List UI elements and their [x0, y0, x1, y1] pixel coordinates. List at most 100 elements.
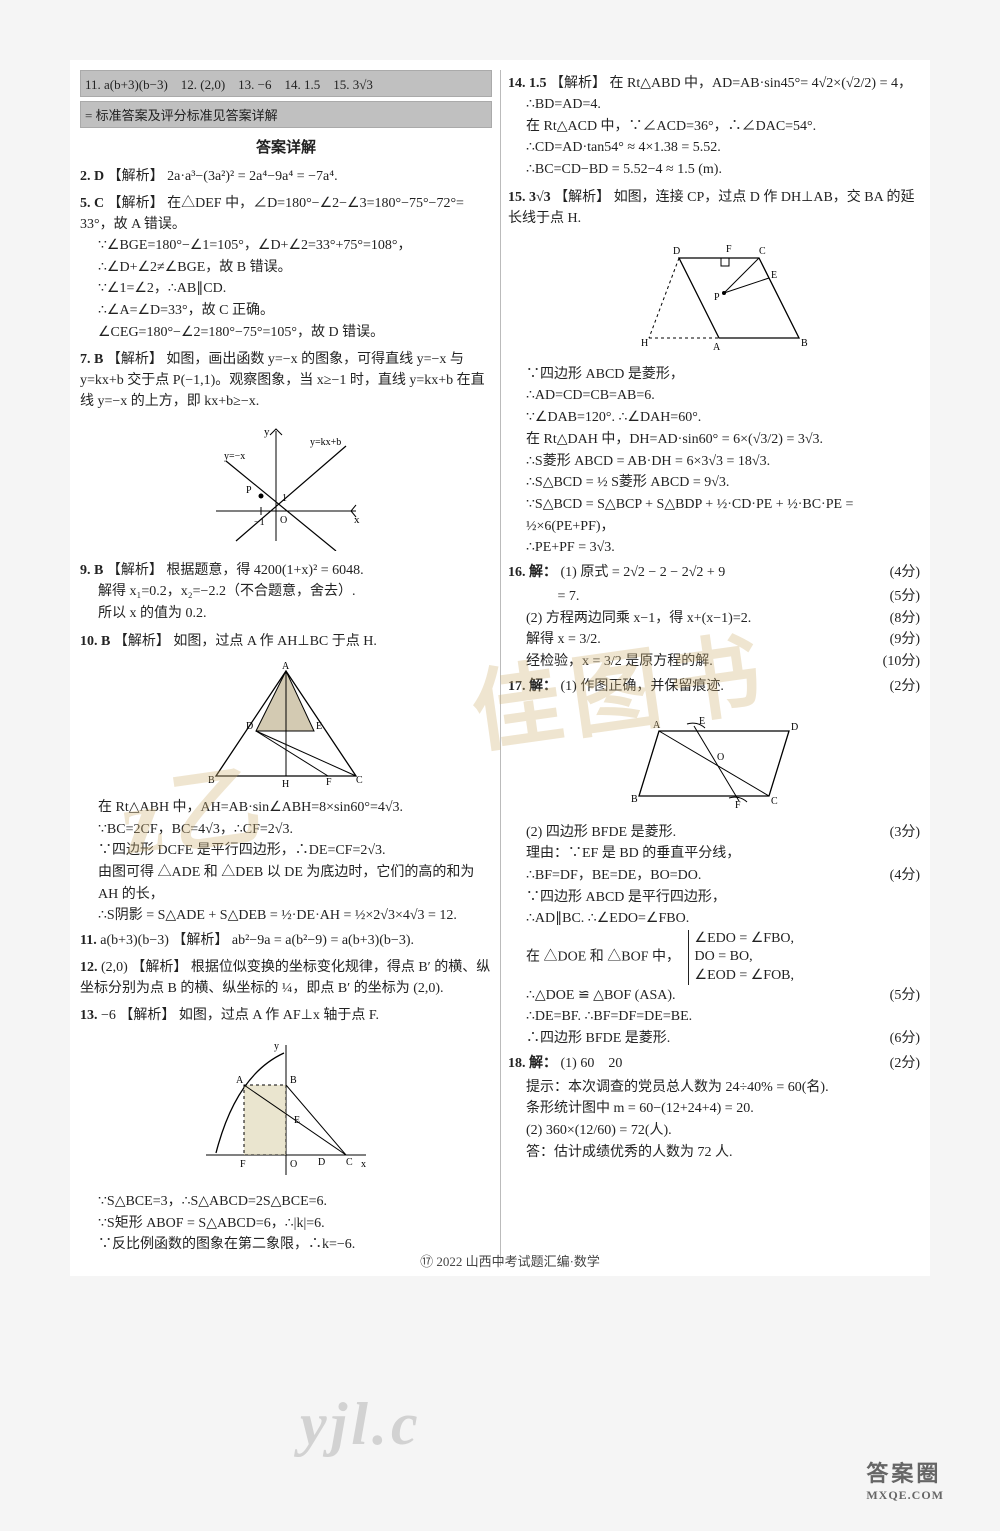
q12-num: 12. [80, 960, 98, 975]
q2: 2. D 【解析】 2a·a³−(3a²)² = 2a⁴−9a⁴ = −7a⁴. [80, 166, 492, 187]
svg-text:y: y [264, 426, 270, 438]
q10-l5: 由图可得 △ADE 和 △DEB 以 DE 为底边时，它们的高的和为 AH 的长… [98, 862, 492, 905]
q7-num: 7. B [80, 352, 103, 367]
q15-l7: ∴S△BCD = ½ S菱形 ABCD = 9√3. [526, 472, 920, 494]
svg-text:A: A [236, 1075, 244, 1086]
svg-text:x: x [361, 1159, 366, 1170]
column-divider [500, 70, 501, 1266]
q15-l8: ∵S△BCD = S△BCP + S△BDP + ½·CD·PE + ½·BC·… [526, 494, 920, 537]
q17-num: 17. 解： [508, 679, 557, 694]
q13-num: 13. [80, 1008, 98, 1023]
q5-l5: ∴∠A=∠D=33°，故 C 正确。 [98, 300, 492, 322]
q10: 10. B 【解析】 如图，过点 A 作 AH⊥BC 于点 H. [80, 631, 492, 652]
q17-l10: ∴四边形 BFDE 是菱形. [526, 1031, 670, 1046]
q16-s1: (4分) [890, 562, 920, 583]
q18: 18. 解： (1) 60 20 (2分) [508, 1053, 920, 1074]
q17-brace-0: ∠EDO = ∠FBO, [695, 930, 795, 948]
q9-l3: 所以 x 的值为 0.2. [98, 603, 492, 625]
q17-l3: 理由：∵EF 是 BD 的垂直平分线， [526, 843, 920, 865]
q18-num: 18. 解： [508, 1056, 557, 1071]
q12-tag: 【解析】 [131, 960, 187, 975]
svg-text:x: x [354, 514, 360, 526]
svg-text:F: F [326, 777, 332, 788]
svg-text:E: E [699, 716, 705, 727]
corner-brand: 答案圈 MXQE.COM [866, 1456, 944, 1503]
svg-text:C: C [356, 775, 363, 786]
q13-l1: 如图，过点 A 作 AF⊥x 轴于点 F. [179, 1008, 379, 1023]
q14-l4: ∴CD=AD·tan54° ≈ 4×1.38 = 5.52. [526, 137, 920, 159]
footer-circle: ⑰ [420, 1254, 433, 1269]
q16-s3: (8分) [890, 608, 920, 630]
q11: 11. a(b+3)(b−3) 【解析】 ab²−9a = a(b²−9) = … [80, 930, 492, 951]
q17-brace: ∠EDO = ∠FBO, DO = BO, ∠EOD = ∠FOB, [688, 930, 795, 985]
q15-l4: ∵∠DAB=120°. ∴∠DAH=60°. [526, 407, 920, 429]
q17-s1: (2分) [890, 676, 920, 697]
q16-l4: 解得 x = 3/2. [526, 632, 601, 647]
q11-ans: a(b+3)(b−3) [100, 933, 169, 948]
q7: 7. B 【解析】 如图，画出函数 y=−x 的图象，可得直线 y=−x 与 y… [80, 349, 492, 412]
q16: 16. 解： (1) 原式 = 2√2 − 2 − 2√2 + 9 (4分) [508, 562, 920, 583]
q16-l1: (1) 原式 = 2√2 − 2 − 2√2 + 9 [561, 565, 726, 580]
q18-s1: (2分) [890, 1053, 920, 1074]
q17-l2: (2) 四边形 BFDE 是菱形. [526, 825, 676, 840]
q14-l3: 在 Rt△ACD 中，∵∠ACD=36°，∴∠DAC=54°. [526, 116, 920, 138]
q17-s10: (6分) [890, 1028, 920, 1050]
q11-num: 11. [80, 933, 97, 948]
svg-text:y: y [274, 1041, 279, 1052]
q9: 9. B 【解析】 根据题意，得 4200(1+x)² = 6048. 解得 x… [80, 560, 492, 624]
answers-header-light: = 标准答案及评分标准见答案详解 [80, 101, 492, 128]
q13-figure: x y O A B C D E F [80, 1035, 492, 1185]
q18-l3: 条形统计图中 m = 60−(12+24+4) = 20. [526, 1098, 920, 1120]
q15-l3: ∴AD=CD=CB=AB=6. [526, 385, 920, 407]
svg-text:F: F [735, 800, 741, 811]
svg-text:C: C [759, 246, 766, 257]
q12-ans: (2,0) [101, 960, 128, 975]
q17-l4: ∴BF=DF，BE=DE，BO=DO. [526, 868, 701, 883]
q15: 15. 3√3 【解析】 如图，连接 CP，过点 D 作 DH⊥AB，交 BA … [508, 187, 920, 229]
svg-text:O: O [290, 1159, 297, 1170]
left-column: 11. a(b+3)(b−3) 12. (2,0) 13. −6 14. 1.5… [80, 70, 492, 1256]
q17-l10r: ∴四边形 BFDE 是菱形. (6分) [526, 1028, 920, 1050]
q10-num: 10. B [80, 634, 110, 649]
q17-brace-2: ∠EOD = ∠FOB, [695, 967, 795, 985]
q5-l4: ∵∠1=∠2，∴AB∥CD. [98, 278, 492, 300]
corner-brand-url: MXQE.COM [866, 1488, 944, 1503]
svg-text:D: D [246, 721, 253, 732]
svg-text:1: 1 [282, 493, 287, 504]
q17-l7r: 在 △DOE 和 △BOF 中， ∠EDO = ∠FBO, DO = BO, ∠… [526, 930, 920, 985]
svg-text:D: D [791, 722, 798, 733]
svg-text:H: H [282, 779, 289, 790]
q13-ans: −6 [101, 1008, 116, 1023]
q2-num: 2. D [80, 169, 104, 184]
svg-text:H: H [641, 338, 648, 349]
q17-l9: ∴DE=BF. ∴BF=DF=DE=BE. [526, 1006, 920, 1028]
svg-text:E: E [316, 721, 322, 732]
svg-text:O: O [280, 515, 287, 526]
svg-text:B: B [290, 1075, 297, 1086]
q10-l4: ∵四边形 DCFE 是平行四边形，∴DE=CF=2√3. [98, 840, 492, 862]
q16-l5: 经检验，x = 3/2 是原方程的解. [526, 654, 713, 669]
q16-l5r: 经检验，x = 3/2 是原方程的解. (10分) [526, 651, 920, 673]
q16-l3: (2) 方程两边同乘 x−1，得 x+(x−1)=2. [526, 611, 751, 626]
q2-body: 2a·a³−(3a²)² = 2a⁴−9a⁴ = −7a⁴. [167, 169, 337, 184]
q14-l1: 在 Rt△ABD 中，AD=AB·sin45°= 4√2×(√2/2) = 4， [610, 76, 912, 91]
page-footer: ⑰ 2022 山西中考试题汇编·数学 [80, 1251, 940, 1270]
q15-num: 15. 3√3 [508, 190, 551, 205]
q18-l1: (1) 60 20 [561, 1056, 623, 1071]
q13-l3: ∵S矩形 ABOF = S△ABCD=6，∴|k|=6. [98, 1213, 492, 1235]
q9-l1: 根据题意，得 4200(1+x)² = 6048. [166, 563, 363, 578]
q16-l4r: 解得 x = 3/2. (9分) [526, 629, 920, 651]
q16-l2r: = 7. (5分) [526, 586, 920, 608]
svg-text:E: E [771, 270, 777, 281]
q17-l2r: (2) 四边形 BFDE 是菱形. (3分) [526, 822, 920, 844]
q18-l4: (2) 360×(12/60) = 72(人). [526, 1120, 920, 1142]
q10-l3: ∵BC=2CF，BC=4√3，∴CF=2√3. [98, 819, 492, 841]
svg-text:B: B [631, 794, 638, 805]
q13-tag: 【解析】 [119, 1008, 175, 1023]
section-title: 答案详解 [80, 136, 492, 157]
q10-l2: 在 Rt△ABH 中，AH=AB·sin∠ABH=8×sin60°=4√3. [98, 797, 492, 819]
q10-figure: A B C D E F H [80, 661, 492, 791]
q17-s4: (4分) [890, 865, 920, 887]
q5-num: 5. C [80, 196, 104, 211]
q13-l2: ∵S△BCE=3，∴S△ABCD=2S△BCE=6. [98, 1191, 492, 1213]
